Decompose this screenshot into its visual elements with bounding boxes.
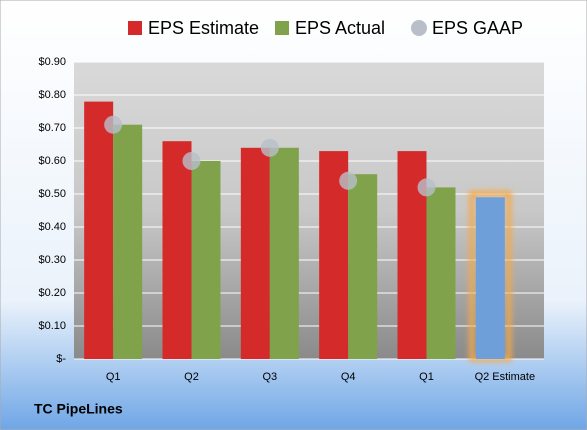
y-tick-label: $0.30 xyxy=(38,254,66,266)
legend-marker xyxy=(275,21,289,35)
bar xyxy=(269,147,299,359)
y-tick-label: $0.20 xyxy=(38,287,66,299)
bar xyxy=(240,147,270,359)
y-tick-label: $0.50 xyxy=(38,188,66,200)
gaap-marker xyxy=(339,171,358,190)
x-tick-label: Q2 xyxy=(184,371,199,383)
bar xyxy=(162,141,192,359)
x-tick-label: Q4 xyxy=(341,371,356,383)
y-tick-label: $- xyxy=(56,353,66,365)
legend-label: EPS Estimate xyxy=(148,18,259,38)
legend-marker xyxy=(128,21,142,35)
x-tick-label: Q3 xyxy=(262,371,277,383)
gaap-marker xyxy=(417,178,436,197)
bar xyxy=(475,197,505,359)
y-tick-label: $0.80 xyxy=(38,89,66,101)
legend-label: EPS Actual xyxy=(295,18,385,38)
bar xyxy=(348,174,378,359)
x-tick-label: Q1 xyxy=(106,371,121,383)
bar xyxy=(113,124,143,359)
gaap-marker xyxy=(104,115,123,134)
x-tick-label: Q1 xyxy=(419,371,434,383)
y-tick-label: $0.90 xyxy=(38,56,66,68)
legend-marker xyxy=(411,20,427,36)
y-tick-label: $0.40 xyxy=(38,221,66,233)
bar xyxy=(426,187,456,359)
plot-area xyxy=(74,62,544,359)
legend-label: EPS GAAP xyxy=(432,18,523,38)
bar xyxy=(191,161,221,359)
y-tick-label: $0.60 xyxy=(38,155,66,167)
chart-title: TC PipeLines xyxy=(34,401,123,417)
y-tick-label: $0.10 xyxy=(38,320,66,332)
x-tick-label: Q2 Estimate xyxy=(475,371,536,383)
gaap-marker xyxy=(182,152,201,170)
gaap-marker xyxy=(260,138,279,157)
y-tick-label: $0.70 xyxy=(38,122,66,134)
bar xyxy=(84,101,114,359)
